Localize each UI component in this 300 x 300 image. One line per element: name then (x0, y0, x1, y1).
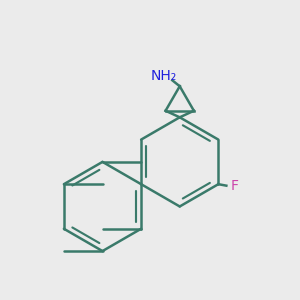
Text: NH₂: NH₂ (150, 69, 176, 83)
Text: F: F (231, 179, 239, 193)
